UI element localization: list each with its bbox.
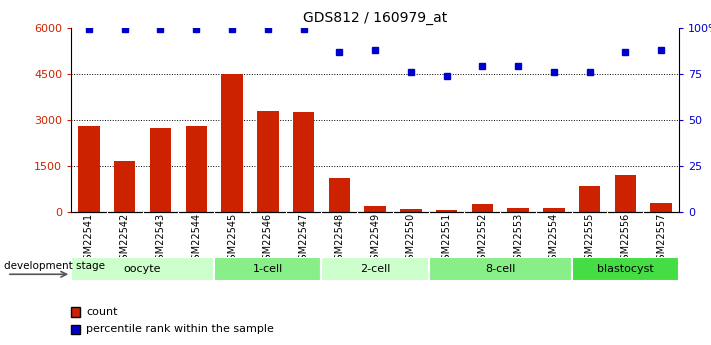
Text: GSM22552: GSM22552 — [477, 213, 487, 266]
Text: GSM22545: GSM22545 — [227, 213, 237, 266]
Bar — [436, 210, 457, 212]
Bar — [508, 208, 529, 212]
Bar — [328, 178, 350, 212]
Title: GDS812 / 160979_at: GDS812 / 160979_at — [303, 11, 447, 25]
Text: percentile rank within the sample: percentile rank within the sample — [86, 325, 274, 334]
Text: blastocyst: blastocyst — [597, 264, 653, 274]
Text: GSM22547: GSM22547 — [299, 213, 309, 266]
Bar — [293, 112, 314, 212]
Text: development stage: development stage — [4, 262, 105, 271]
Text: 1-cell: 1-cell — [252, 264, 283, 274]
Text: GSM22553: GSM22553 — [513, 213, 523, 266]
Bar — [572, 257, 679, 281]
Bar — [400, 209, 422, 212]
Bar — [78, 126, 100, 212]
Text: GSM22544: GSM22544 — [191, 213, 201, 266]
Text: GSM22543: GSM22543 — [156, 213, 166, 266]
Text: count: count — [86, 307, 117, 317]
Bar — [651, 203, 672, 212]
Bar — [186, 126, 207, 212]
Text: GSM22551: GSM22551 — [442, 213, 451, 266]
Text: GSM22556: GSM22556 — [621, 213, 631, 266]
Text: GSM22554: GSM22554 — [549, 213, 559, 266]
Bar — [543, 208, 565, 212]
Text: 8-cell: 8-cell — [485, 264, 515, 274]
Bar — [579, 186, 600, 212]
Bar — [321, 257, 429, 281]
Bar — [614, 175, 636, 212]
Bar — [471, 204, 493, 212]
Bar — [71, 257, 214, 281]
Bar — [429, 257, 572, 281]
Text: GSM22555: GSM22555 — [584, 213, 594, 266]
Bar — [221, 74, 242, 212]
Bar — [257, 111, 279, 212]
Text: 2-cell: 2-cell — [360, 264, 390, 274]
Bar — [150, 128, 171, 212]
Text: GSM22549: GSM22549 — [370, 213, 380, 266]
Bar — [214, 257, 321, 281]
Text: GSM22550: GSM22550 — [406, 213, 416, 266]
Text: GSM22557: GSM22557 — [656, 213, 666, 266]
Bar — [114, 161, 136, 212]
Text: GSM22548: GSM22548 — [334, 213, 344, 266]
Text: GSM22541: GSM22541 — [84, 213, 94, 266]
Text: GSM22546: GSM22546 — [263, 213, 273, 266]
Bar — [364, 206, 386, 212]
Text: GSM22542: GSM22542 — [119, 213, 129, 266]
Text: oocyte: oocyte — [124, 264, 161, 274]
